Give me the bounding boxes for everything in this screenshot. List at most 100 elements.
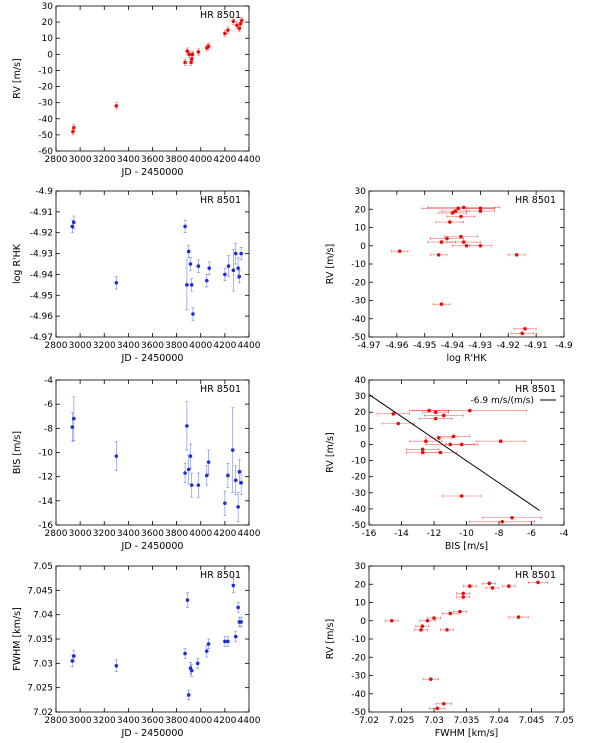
point-marker bbox=[437, 436, 441, 440]
point-marker bbox=[195, 661, 200, 666]
x-tick-label: 3000 bbox=[69, 341, 92, 351]
point-marker bbox=[396, 421, 401, 426]
point-marker bbox=[206, 44, 211, 49]
data-point bbox=[189, 664, 194, 677]
data-point bbox=[422, 410, 449, 415]
point-marker bbox=[461, 591, 466, 596]
chart-title: HR 8501 bbox=[515, 195, 556, 206]
x-axis-label: JD - 2450000 bbox=[121, 353, 184, 364]
data-point bbox=[189, 472, 194, 498]
x-tick-label: 3600 bbox=[141, 155, 164, 165]
data-point bbox=[482, 515, 542, 520]
y-tick-label: -12 bbox=[38, 473, 53, 483]
x-tick-label: 4000 bbox=[189, 155, 212, 165]
point-marker bbox=[191, 312, 195, 316]
data-point bbox=[226, 636, 230, 647]
data-point bbox=[206, 449, 211, 475]
data-point bbox=[409, 439, 443, 444]
point-marker bbox=[456, 206, 460, 211]
y-tick-label: -40 bbox=[38, 115, 53, 125]
point-marker bbox=[445, 628, 449, 632]
data-point bbox=[183, 463, 187, 484]
point-marker bbox=[478, 243, 483, 248]
data-point bbox=[226, 255, 231, 277]
data-point bbox=[196, 48, 201, 56]
point-marker bbox=[237, 470, 242, 474]
chart-title: HR 8501 bbox=[200, 384, 241, 395]
y-tick-label: 30 bbox=[42, 2, 54, 12]
point-marker bbox=[223, 639, 227, 644]
data-point bbox=[239, 247, 243, 261]
y-tick-label: -10 bbox=[351, 260, 366, 270]
x-tick-label: -4.97 bbox=[357, 341, 380, 351]
point-marker bbox=[233, 478, 238, 483]
point-marker bbox=[196, 483, 201, 487]
point-marker bbox=[451, 434, 456, 439]
point-marker bbox=[231, 583, 236, 588]
point-marker bbox=[183, 471, 187, 475]
point-marker bbox=[206, 642, 211, 646]
data-point bbox=[239, 616, 243, 628]
y-tick-label: -50 bbox=[351, 521, 366, 531]
point-marker bbox=[231, 268, 236, 273]
point-marker bbox=[516, 615, 521, 619]
point-marker bbox=[114, 454, 119, 458]
point-marker bbox=[72, 654, 76, 658]
point-marker bbox=[185, 283, 189, 287]
data-point bbox=[485, 586, 500, 590]
point-marker bbox=[207, 266, 211, 270]
point-marker bbox=[239, 18, 244, 23]
point-marker bbox=[453, 209, 458, 213]
y-tick-label: -30 bbox=[38, 99, 53, 109]
x-axis-label: BIS [m/s] bbox=[445, 541, 488, 552]
y-tick-label: -4 bbox=[44, 376, 53, 386]
x-tick-label: 4200 bbox=[213, 716, 236, 726]
y-tick-label: 0 bbox=[360, 242, 366, 252]
data-point bbox=[469, 519, 536, 524]
point-marker bbox=[183, 651, 187, 656]
y-tick-label: -30 bbox=[351, 672, 366, 682]
data-point bbox=[423, 413, 464, 418]
plot-frame bbox=[368, 379, 565, 526]
y-axis-label: RV [m/s] bbox=[325, 619, 336, 659]
y-tick-label: -4.9 bbox=[35, 187, 53, 197]
point-marker bbox=[447, 220, 452, 224]
point-marker bbox=[490, 586, 495, 590]
data-point bbox=[384, 618, 399, 623]
y-tick-label: -50 bbox=[38, 131, 53, 141]
chart-fwhm_time: 2800 3000 3200 3400 3600 3800 4000 4200 4400 7.02… bbox=[12, 562, 261, 739]
data-point bbox=[429, 706, 446, 711]
x-tick-label: 4000 bbox=[189, 529, 212, 539]
y-tick-label: -4.91 bbox=[30, 208, 53, 218]
point-marker bbox=[445, 236, 449, 241]
plot-frame bbox=[55, 5, 250, 152]
point-marker bbox=[461, 240, 466, 244]
chart-title: HR 8501 bbox=[200, 10, 241, 21]
point-marker bbox=[433, 410, 438, 415]
x-tick-label: 3200 bbox=[93, 716, 116, 726]
data-point bbox=[425, 436, 453, 440]
data-point bbox=[72, 124, 76, 132]
point-marker bbox=[459, 214, 463, 219]
point-marker bbox=[186, 249, 191, 254]
chart-title: HR 8501 bbox=[200, 195, 241, 206]
y-tick-label: 7.02 bbox=[33, 708, 53, 718]
data-point bbox=[114, 276, 119, 290]
x-tick-label: 7.035 bbox=[454, 716, 480, 726]
x-tick-label: 3600 bbox=[141, 529, 164, 539]
point-marker bbox=[72, 125, 76, 130]
x-tick-label: 3000 bbox=[69, 529, 92, 539]
x-tick-label: 4400 bbox=[238, 716, 261, 726]
x-tick-label: 3800 bbox=[165, 716, 188, 726]
y-tick-label: 7.05 bbox=[33, 562, 53, 572]
x-tick-label: -4.93 bbox=[469, 341, 492, 351]
data-point bbox=[237, 269, 242, 284]
data-point bbox=[204, 274, 209, 288]
point-marker bbox=[459, 442, 464, 447]
y-tick-label: -30 bbox=[351, 297, 366, 307]
point-marker bbox=[226, 473, 230, 478]
point-marker bbox=[196, 264, 201, 268]
data-point bbox=[195, 658, 200, 669]
y-tick-label: -4.96 bbox=[30, 312, 54, 322]
point-marker bbox=[223, 501, 227, 506]
